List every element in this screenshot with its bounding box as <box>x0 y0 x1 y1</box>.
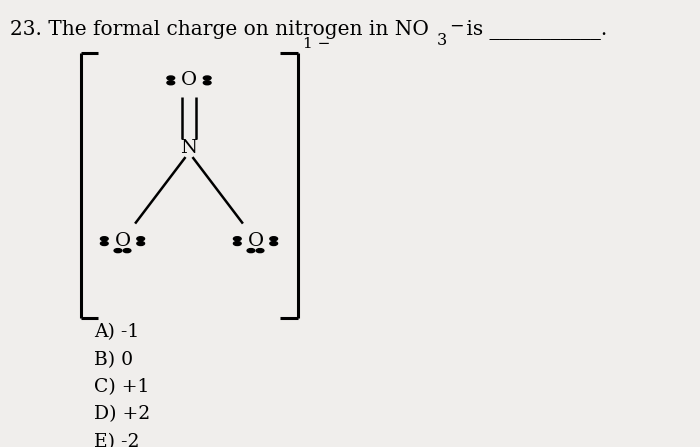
Text: 1 −: 1 − <box>303 37 330 51</box>
Circle shape <box>114 249 122 253</box>
Text: A) -1: A) -1 <box>94 323 140 342</box>
Circle shape <box>167 76 175 80</box>
Circle shape <box>233 237 241 241</box>
Circle shape <box>136 237 144 241</box>
Circle shape <box>247 249 255 253</box>
Circle shape <box>270 241 277 245</box>
Circle shape <box>101 241 108 245</box>
Circle shape <box>123 249 131 253</box>
Text: 3: 3 <box>437 32 447 49</box>
Text: O: O <box>181 72 197 89</box>
Circle shape <box>233 241 241 245</box>
Text: B) 0: B) 0 <box>94 351 134 369</box>
Text: 23. The formal charge on nitrogen in NO: 23. The formal charge on nitrogen in NO <box>10 20 429 39</box>
Text: −: − <box>449 17 463 34</box>
Circle shape <box>167 81 175 85</box>
Text: D) +2: D) +2 <box>94 405 150 423</box>
Circle shape <box>101 237 108 241</box>
Circle shape <box>204 81 211 85</box>
Text: O: O <box>247 232 264 250</box>
Text: C) +1: C) +1 <box>94 378 150 396</box>
Circle shape <box>256 249 264 253</box>
Text: is ___________.: is ___________. <box>460 20 607 40</box>
Circle shape <box>136 241 144 245</box>
Text: E) -2: E) -2 <box>94 433 140 447</box>
Circle shape <box>270 237 277 241</box>
Text: O: O <box>114 232 131 250</box>
Text: N: N <box>181 139 197 157</box>
Circle shape <box>204 76 211 80</box>
